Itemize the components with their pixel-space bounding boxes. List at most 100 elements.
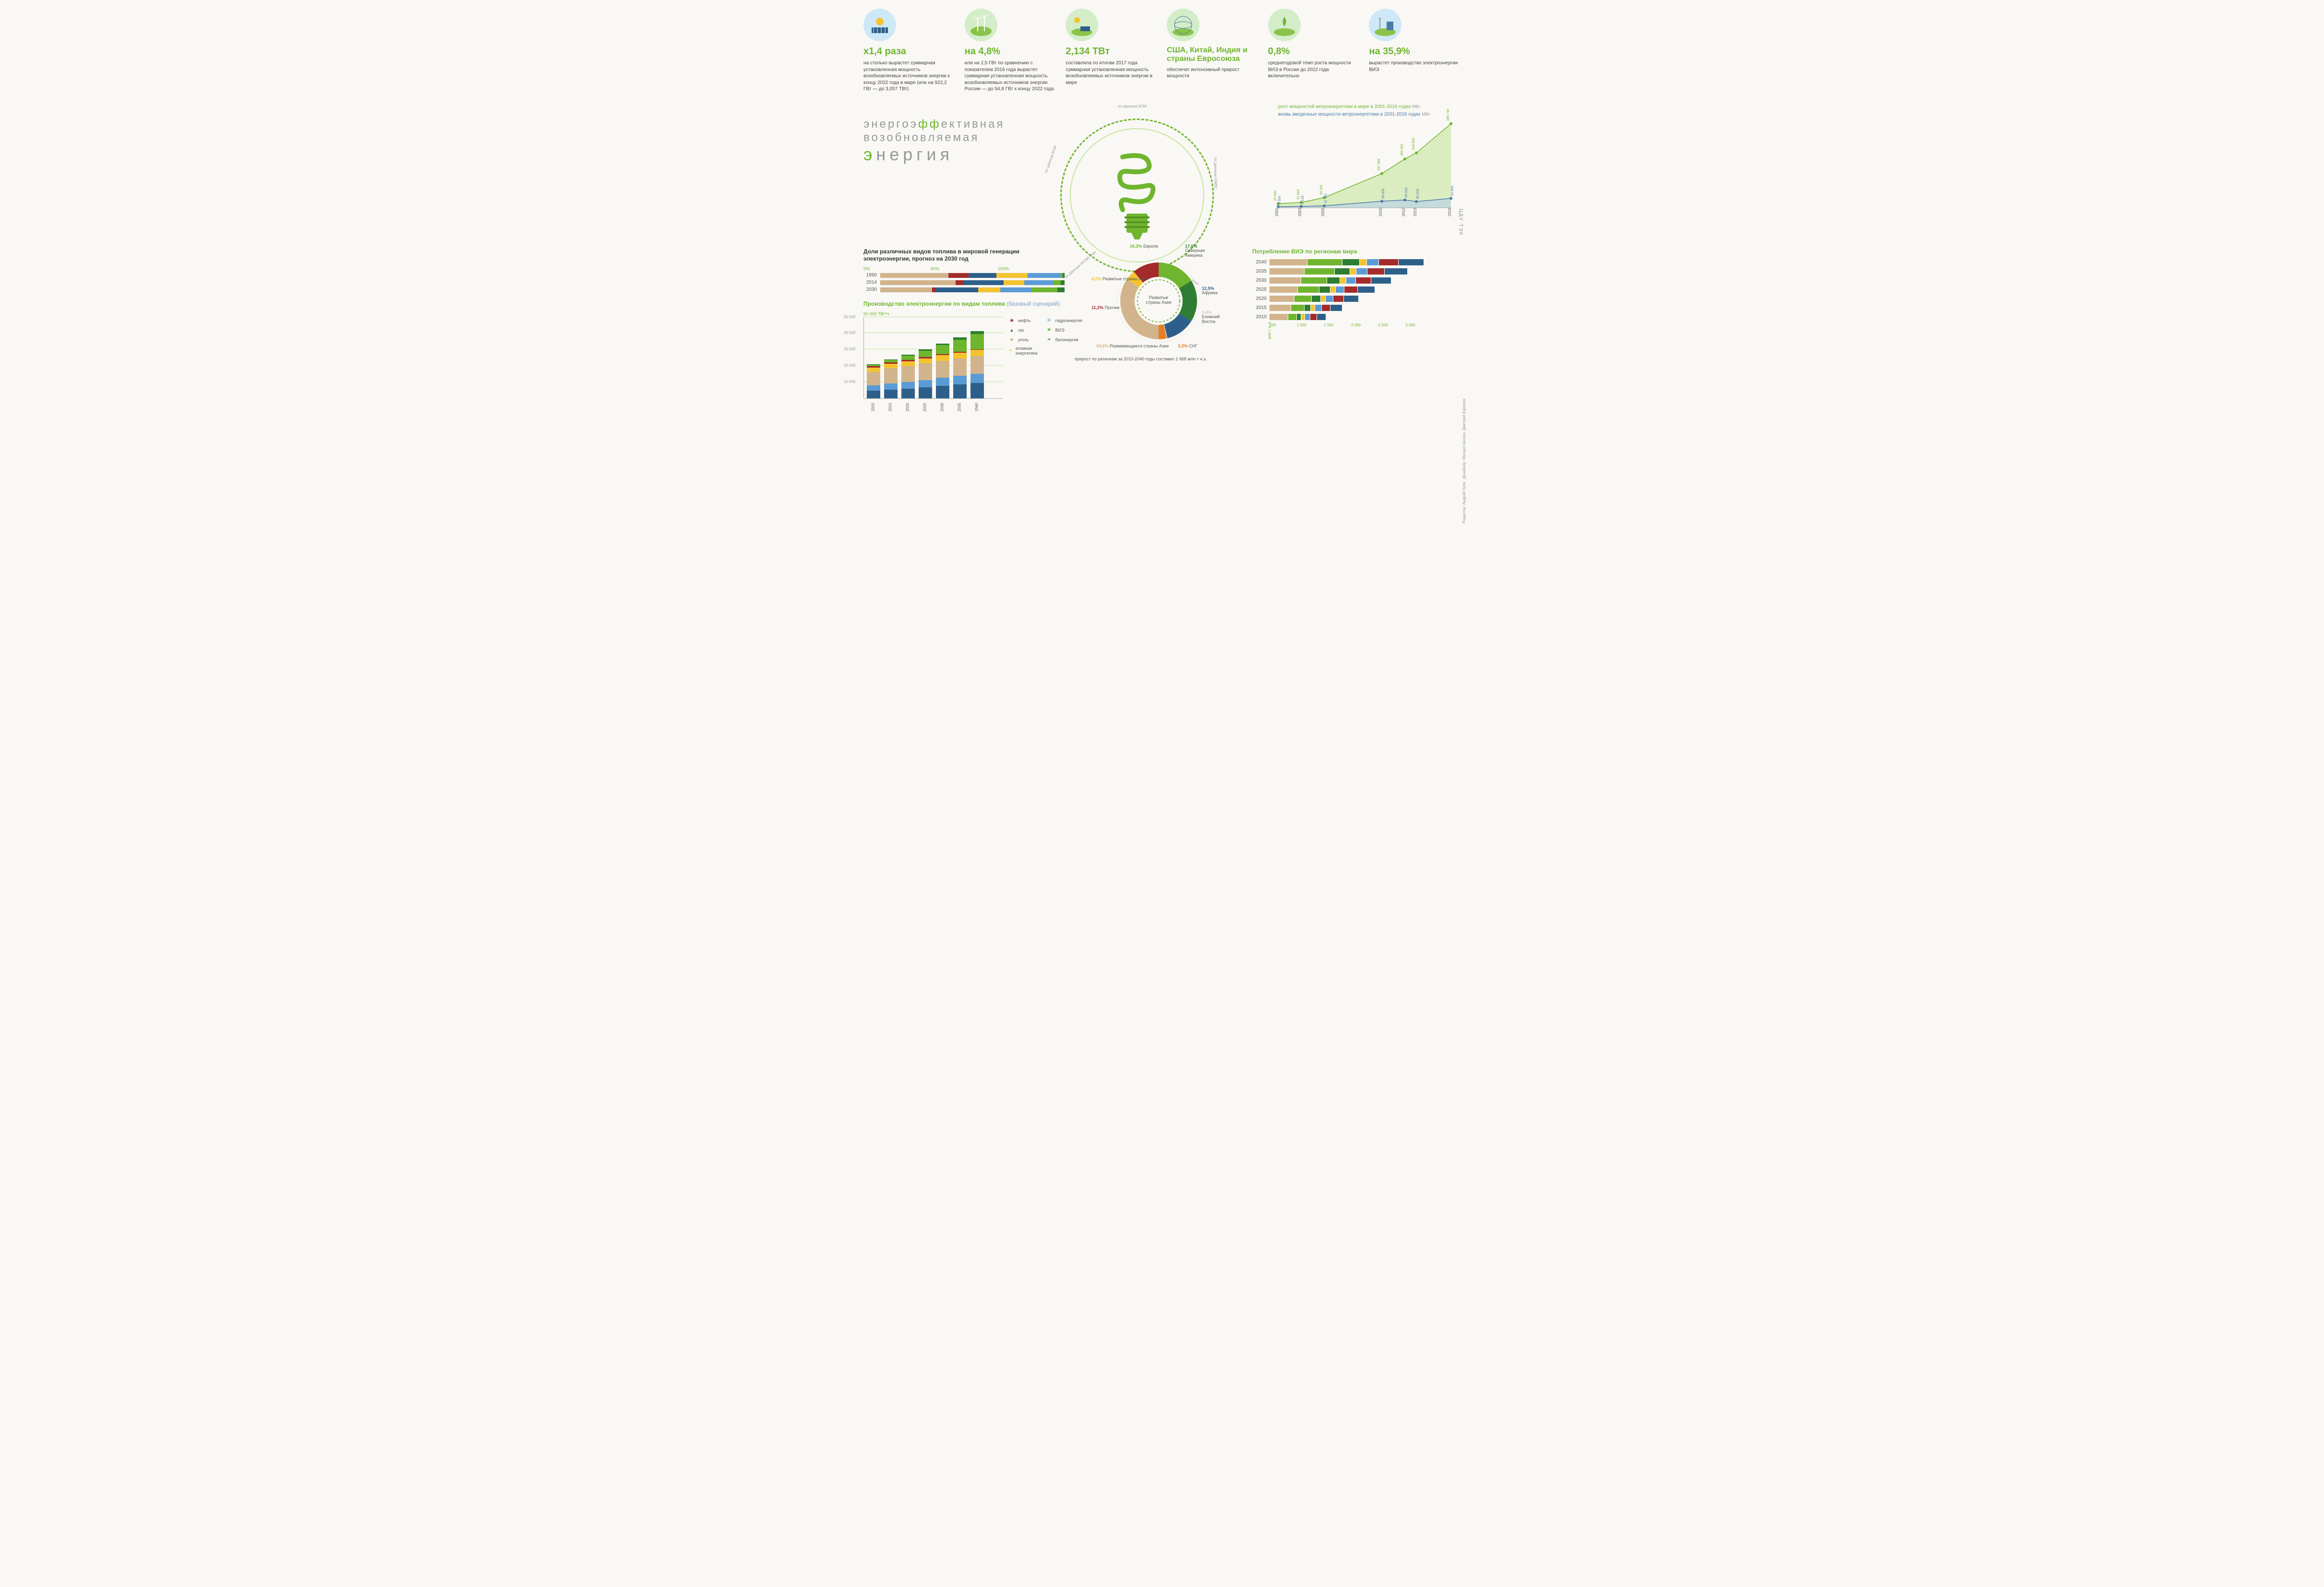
stat-description: обеспечат интенсивный прирост мощности: [1167, 67, 1258, 80]
donut-label: 3,3% СНГ: [1178, 344, 1198, 349]
region-chart-title: Потребление ВИЭ по регионам мира: [1252, 248, 1444, 255]
donut-label: 12,5% Африка: [1202, 286, 1218, 296]
svg-text:2010: 2010: [1378, 207, 1383, 216]
share-row: 2030: [863, 287, 1065, 293]
region-consumption-chart: 20402035203020252020201520105001 0001 50…: [1252, 259, 1444, 332]
stat-description: среднегодовой темп роста мощности ВИЭ в …: [1268, 60, 1360, 80]
stat-description: или на 2,5 ГВт по сравнению с показателе…: [965, 60, 1056, 93]
top-stats-row: x1,4 раза на столько вырастет суммарная …: [863, 9, 1461, 93]
svg-text:486 749: 486 749: [1447, 108, 1450, 120]
svg-text:2005: 2005: [1321, 207, 1325, 216]
donut-label: 16,2% Европа: [1130, 244, 1158, 249]
generation-chart: Производство электроэнергии по видам топ…: [863, 300, 1065, 409]
svg-text:59 091: 59 091: [1320, 184, 1323, 195]
donut-label: 4,2% Развитые страны Азии: [1091, 277, 1148, 282]
svg-text:197 956: 197 956: [1378, 158, 1381, 170]
legend-item: ▲газ: [1008, 327, 1040, 334]
svg-text:2003: 2003: [1298, 207, 1302, 216]
stat-description: на столько вырастет суммарная установлен…: [863, 60, 955, 93]
stat-icon: [1369, 9, 1402, 41]
svg-text:Развитые: Развитые: [1149, 295, 1168, 300]
fuel-legend: ◉нефть ▲газ ◆уголь ✦атомная энергетика: [1008, 317, 1040, 409]
stat-block-1: на 4,8% или на 2,5 ГВт по сравнению с по…: [965, 9, 1056, 93]
stat-headline: x1,4 раза: [863, 46, 955, 57]
region-row: 2025: [1252, 286, 1444, 293]
legend-item: ❧биоэнергия: [1046, 336, 1082, 343]
legend-item: ✱ВИЭ: [1046, 327, 1082, 334]
stat-block-3: США, Китай, Индия и страны Евросоюза обе…: [1167, 9, 1258, 93]
gen-bar: [936, 344, 949, 398]
svg-text:318 000: 318 000: [1412, 138, 1415, 150]
data-source-label: по данным ИНЭИ РАН: [1064, 250, 1097, 279]
wind-chart-title-growth: рост мощностей ветроэнергетики в мире в …: [1278, 104, 1411, 109]
publisher-logo: ЦДУ ТЭК: [1458, 209, 1463, 236]
stat-block-0: x1,4 раза на столько вырастет суммарная …: [863, 9, 955, 93]
share-chart-title: Доли различных видов топлива в мировой г…: [863, 248, 1065, 263]
lower-section: Доли различных видов топлива в мировой г…: [863, 248, 1461, 409]
stat-description: вырастет производство электроэнергии ВИЭ: [1369, 60, 1461, 73]
wind-growth-chart: рост мощностей ветроэнергетики в мире в …: [1278, 104, 1461, 229]
svg-text:54 600: 54 600: [1451, 185, 1454, 196]
svg-text:2001: 2001: [1275, 207, 1279, 216]
fuel-share-chart: Доли различных видов топлива в мировой г…: [863, 248, 1065, 293]
svg-text:6 500: 6 500: [1278, 196, 1282, 204]
title-line-2: возобновляемая: [863, 131, 1005, 144]
title-line-1: энергоэффективная: [863, 118, 1005, 131]
donut-label: 11,2% Прочие: [1091, 306, 1120, 310]
gen-ylabel: 50 000 ТВт*ч: [863, 311, 1065, 316]
donut-label: 34,6% Развивающиеся страны Азии: [1096, 344, 1169, 349]
stat-block-5: на 35,9% вырастет производство электроэн…: [1369, 9, 1461, 93]
gen-bar: [867, 364, 880, 398]
svg-text:23 900: 23 900: [1274, 190, 1277, 201]
legend-item: ⚙гидроэнергия: [1046, 317, 1082, 324]
stat-icon: [1167, 9, 1199, 41]
wind-chart-title-annual: вновь введенные мощности ветроэнергетики…: [1278, 112, 1421, 117]
share-row: 1990: [863, 273, 1065, 278]
legend-item: ◉нефть: [1008, 317, 1040, 324]
stat-icon: [1066, 9, 1098, 41]
stat-block-4: 0,8% среднегодовой темп роста мощности В…: [1268, 9, 1360, 93]
svg-text:страны Азии: страны Азии: [1146, 300, 1172, 305]
svg-text:2016: 2016: [1448, 207, 1452, 216]
credits: Редактор: Андрей Зуев Дизайнер: Михаил Ш…: [1462, 399, 1466, 524]
fuel-legend-2: ⚙гидроэнергия ✱ВИЭ ❧биоэнергия: [1046, 317, 1082, 409]
gen-bar: [901, 355, 915, 398]
main-title: энергоэффективная возобновляемая энергия: [863, 118, 1005, 165]
region-row: 2030: [1252, 277, 1444, 284]
svg-text:283 000: 283 000: [1401, 143, 1404, 155]
share-row: 2014: [863, 280, 1065, 286]
lightbulb-icon: [1103, 147, 1171, 243]
svg-text:45 030: 45 030: [1405, 187, 1408, 198]
region-row: 2015: [1252, 305, 1444, 311]
svg-text:2013: 2013: [1413, 207, 1417, 216]
gen-bar: [884, 359, 898, 398]
stat-headline: США, Китай, Индия и страны Евросоюза: [1167, 46, 1258, 64]
svg-text:8 133: 8 133: [1301, 195, 1305, 204]
stat-headline: на 35,9%: [1369, 46, 1461, 57]
region-row: 2040: [1252, 259, 1444, 265]
legend-item: ◆уголь: [1008, 336, 1040, 343]
svg-text:11 531: 11 531: [1324, 193, 1328, 203]
legend-item: ✦атомная энергетика: [1008, 346, 1040, 356]
data-source-label: по данным МЭА: [1118, 104, 1147, 108]
svg-text:36 023: 36 023: [1416, 189, 1420, 199]
gen-bar: [970, 331, 984, 398]
data-source-label: по данным GWEC: [1213, 157, 1218, 189]
stat-icon: [863, 9, 896, 41]
gen-bar: [953, 337, 967, 398]
svg-text:38 000: 38 000: [1382, 188, 1385, 199]
stat-description: составляла по итогам 2017 года суммарная…: [1066, 60, 1157, 86]
region-row: 2035: [1252, 268, 1444, 274]
stat-headline: 2,134 ТВт: [1066, 46, 1157, 57]
region-row: 2020: [1252, 296, 1444, 302]
donut-label: 0,4% Ближний Восток: [1202, 310, 1220, 325]
stat-headline: на 4,8%: [965, 46, 1056, 57]
stat-headline: 0,8%: [1268, 46, 1360, 57]
donut-caption: прирост по регионам за 2010-2040 годы со…: [1075, 357, 1243, 361]
stat-block-2: 2,134 ТВт составляла по итогам 2017 года…: [1066, 9, 1157, 93]
svg-text:2012: 2012: [1402, 207, 1406, 216]
stat-icon: [965, 9, 997, 41]
region-row: 2010: [1252, 314, 1444, 320]
svg-text:31 000: 31 000: [1297, 189, 1300, 200]
title-line-3: энергия: [863, 144, 1005, 165]
